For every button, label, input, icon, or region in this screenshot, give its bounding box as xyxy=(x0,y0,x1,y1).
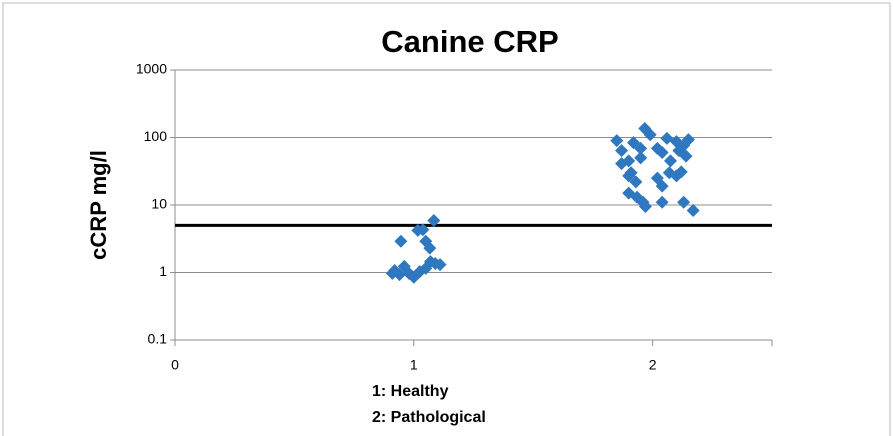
y-tick-label: 10 xyxy=(151,196,167,212)
point xyxy=(643,128,657,142)
point xyxy=(626,136,640,150)
point xyxy=(624,166,638,180)
point xyxy=(677,195,691,209)
y-tick-label: 100 xyxy=(144,128,168,144)
legend-note: 1: Healthy xyxy=(372,383,449,400)
legend-note: 2: Pathological xyxy=(372,409,486,426)
point xyxy=(655,145,669,159)
x-tick-label: 0 xyxy=(171,357,179,373)
point xyxy=(416,223,430,237)
x-tick-label: 1 xyxy=(410,357,418,373)
point xyxy=(650,171,664,185)
chart-title: Canine CRP xyxy=(381,24,558,59)
y-tick-label: 1 xyxy=(159,263,167,279)
point xyxy=(686,203,700,217)
point xyxy=(634,151,648,165)
point xyxy=(629,175,643,189)
point xyxy=(385,266,399,280)
point xyxy=(433,258,447,272)
point xyxy=(681,133,695,147)
x-tick-label: 2 xyxy=(649,357,657,373)
point xyxy=(423,241,437,255)
y-tick-label: 0.1 xyxy=(148,331,168,347)
point xyxy=(610,134,624,148)
point xyxy=(674,165,688,179)
point xyxy=(664,154,678,168)
point xyxy=(655,195,669,209)
point xyxy=(394,234,408,248)
point xyxy=(679,149,693,163)
point xyxy=(615,144,629,158)
y-tick-label: 1000 xyxy=(136,61,167,77)
point xyxy=(427,213,441,227)
point xyxy=(638,200,652,214)
y-axis-label: cCRP mg/l xyxy=(86,150,111,260)
point xyxy=(622,154,636,168)
